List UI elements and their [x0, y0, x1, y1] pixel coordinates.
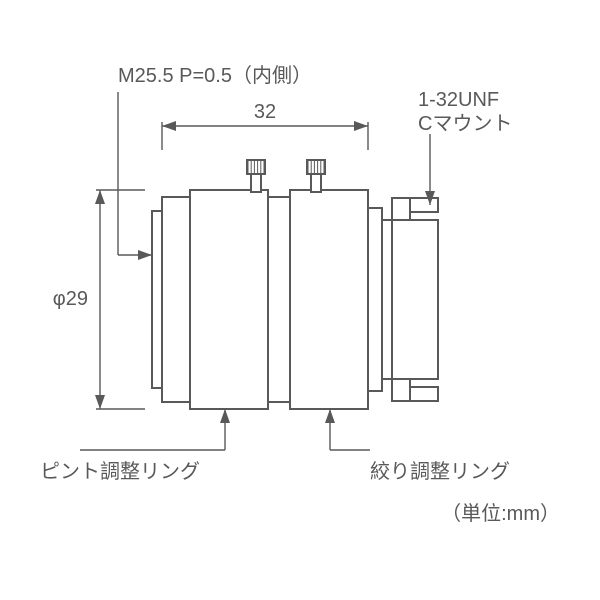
dim-length-32: 32	[254, 101, 276, 123]
label-focus-ring: ピント調整リング	[40, 460, 200, 483]
label-iris-ring: 絞り調整リング	[370, 460, 510, 483]
label-mount-line2: Cマウント	[418, 113, 512, 135]
dim-diameter-29: φ29	[53, 288, 88, 310]
label-unit: （単位:mm）	[441, 502, 560, 525]
label-mount-line1: 1-32UNF	[418, 89, 499, 111]
label-thread-spec: M25.5 P=0.5（内側）	[118, 64, 312, 87]
lens-dimensional-drawing: 32 φ29 M25.5 P=0.5（内側） 1-32UNFCマウントピント調整リング…	[0, 0, 600, 600]
